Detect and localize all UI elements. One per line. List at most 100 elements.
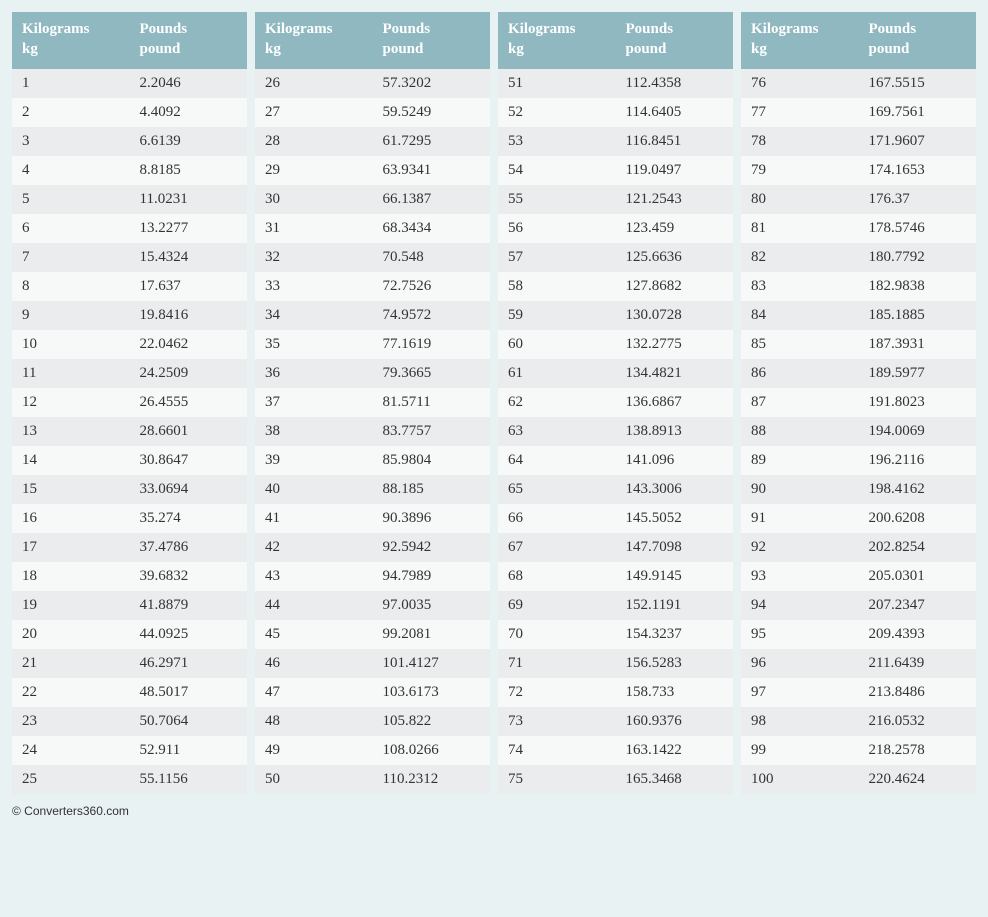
column-header-lb: Pounds pound	[616, 12, 734, 69]
table-row: 1022.0462	[12, 330, 247, 359]
cell-lb: 178.5746	[859, 214, 977, 243]
header-lb-line2: pound	[869, 41, 910, 57]
cell-lb: 194.0069	[859, 417, 977, 446]
header-lb-line1: Pounds	[869, 21, 917, 37]
table-row: 50110.2312	[255, 765, 490, 794]
cell-lb: 28.6601	[130, 417, 248, 446]
table-row: 89196.2116	[741, 446, 976, 475]
cell-kg: 16	[12, 504, 130, 533]
cell-kg: 34	[255, 301, 373, 330]
header-kg-line2: kg	[265, 41, 281, 57]
cell-kg: 92	[741, 533, 859, 562]
cell-kg: 80	[741, 185, 859, 214]
header-lb-line1: Pounds	[626, 21, 674, 37]
cell-lb: 198.4162	[859, 475, 977, 504]
cell-kg: 54	[498, 156, 616, 185]
table-row: 51112.4358	[498, 69, 733, 98]
table-row: 1941.8879	[12, 591, 247, 620]
cell-lb: 200.6208	[859, 504, 977, 533]
table-row: 95209.4393	[741, 620, 976, 649]
header-kg-line2: kg	[22, 41, 38, 57]
cell-lb: 48.5017	[130, 678, 248, 707]
table-row: 24.4092	[12, 98, 247, 127]
cell-kg: 42	[255, 533, 373, 562]
table-row: 87191.8023	[741, 388, 976, 417]
cell-kg: 21	[12, 649, 130, 678]
cell-lb: 92.5942	[373, 533, 491, 562]
cell-lb: 121.2543	[616, 185, 734, 214]
cell-kg: 23	[12, 707, 130, 736]
table-row: 74163.1422	[498, 736, 733, 765]
cell-kg: 75	[498, 765, 616, 794]
table-row: 92202.8254	[741, 533, 976, 562]
cell-lb: 196.2116	[859, 446, 977, 475]
conversion-table: KilogramskgPoundspound12.204624.409236.6…	[12, 12, 247, 794]
table-row: 4394.7989	[255, 562, 490, 591]
cell-lb: 130.0728	[616, 301, 734, 330]
cell-lb: 154.3237	[616, 620, 734, 649]
cell-lb: 180.7792	[859, 243, 977, 272]
conversion-table: KilogramskgPoundspound51112.435852114.64…	[498, 12, 733, 794]
table-row: 2146.2971	[12, 649, 247, 678]
cell-kg: 52	[498, 98, 616, 127]
table-row: 83182.9838	[741, 272, 976, 301]
cell-kg: 2	[12, 98, 130, 127]
table-row: 81178.5746	[741, 214, 976, 243]
table-row: 61134.4821	[498, 359, 733, 388]
table-row: 98216.0532	[741, 707, 976, 736]
table-row: 4599.2081	[255, 620, 490, 649]
cell-lb: 110.2312	[373, 765, 491, 794]
cell-kg: 22	[12, 678, 130, 707]
cell-kg: 15	[12, 475, 130, 504]
cell-kg: 89	[741, 446, 859, 475]
table-row: 715.4324	[12, 243, 247, 272]
cell-lb: 79.3665	[373, 359, 491, 388]
table-row: 77169.7561	[741, 98, 976, 127]
table-row: 3372.7526	[255, 272, 490, 301]
cell-kg: 86	[741, 359, 859, 388]
cell-lb: 165.3468	[616, 765, 734, 794]
table-row: 3679.3665	[255, 359, 490, 388]
table-row: 3168.3434	[255, 214, 490, 243]
cell-lb: 143.3006	[616, 475, 734, 504]
header-lb-line1: Pounds	[383, 21, 431, 37]
cell-lb: 72.7526	[373, 272, 491, 301]
cell-kg: 50	[255, 765, 373, 794]
cell-kg: 84	[741, 301, 859, 330]
table-row: 91200.6208	[741, 504, 976, 533]
cell-kg: 53	[498, 127, 616, 156]
header-lb-line2: pound	[140, 41, 181, 57]
table-row: 75165.3468	[498, 765, 733, 794]
cell-kg: 39	[255, 446, 373, 475]
cell-kg: 9	[12, 301, 130, 330]
cell-lb: 114.6405	[616, 98, 734, 127]
cell-lb: 191.8023	[859, 388, 977, 417]
cell-kg: 46	[255, 649, 373, 678]
table-row: 96211.6439	[741, 649, 976, 678]
cell-kg: 51	[498, 69, 616, 98]
cell-lb: 187.3931	[859, 330, 977, 359]
cell-lb: 218.2578	[859, 736, 977, 765]
table-row: 12.2046	[12, 69, 247, 98]
cell-kg: 8	[12, 272, 130, 301]
table-row: 511.0231	[12, 185, 247, 214]
table-row: 4292.5942	[255, 533, 490, 562]
cell-lb: 152.1191	[616, 591, 734, 620]
cell-kg: 91	[741, 504, 859, 533]
cell-kg: 99	[741, 736, 859, 765]
cell-kg: 88	[741, 417, 859, 446]
table-row: 78171.9607	[741, 127, 976, 156]
cell-lb: 55.1156	[130, 765, 248, 794]
cell-lb: 68.3434	[373, 214, 491, 243]
cell-kg: 66	[498, 504, 616, 533]
cell-lb: 127.8682	[616, 272, 734, 301]
header-lb-line2: pound	[626, 41, 667, 57]
cell-kg: 62	[498, 388, 616, 417]
cell-kg: 27	[255, 98, 373, 127]
cell-lb: 26.4555	[130, 388, 248, 417]
table-row: 97213.8486	[741, 678, 976, 707]
cell-lb: 182.9838	[859, 272, 977, 301]
cell-kg: 70	[498, 620, 616, 649]
copyright-footer: © Converters360.com	[12, 804, 976, 818]
cell-lb: 103.6173	[373, 678, 491, 707]
